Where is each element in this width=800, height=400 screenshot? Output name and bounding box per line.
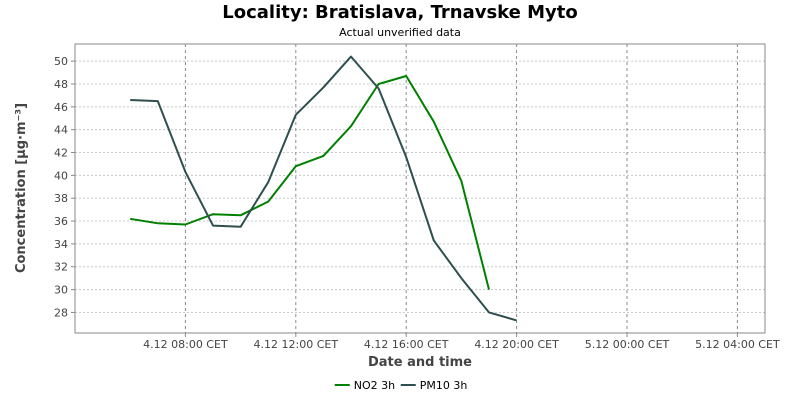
chart-title: Locality: Bratislava, Trnavske Myto [222, 2, 578, 23]
x-tick-label: 4.12 20:00 CET [474, 338, 559, 351]
x-tick-label: 5.12 04:00 CET [695, 338, 780, 351]
legend-label: PM10 3h [420, 379, 468, 392]
y-tick-label: 46 [54, 101, 68, 114]
y-tick-label: 32 [54, 261, 68, 274]
y-tick-label: 34 [54, 238, 68, 251]
series-line-pm10-3h [130, 55, 517, 322]
y-tick-label: 44 [54, 124, 68, 137]
x-tick-label: 4.12 08:00 CET [143, 338, 228, 351]
chart-subtitle: Actual unverified data [339, 26, 461, 39]
legend-label: NO2 3h [354, 379, 395, 392]
series-line-no2-3h [130, 75, 490, 290]
x-tick-label: 5.12 00:00 CET [585, 338, 670, 351]
y-tick-label: 48 [54, 78, 68, 91]
x-tick-label: 4.12 12:00 CET [254, 338, 339, 351]
y-tick-label: 42 [54, 147, 68, 160]
y-tick-label: 38 [54, 192, 68, 205]
y-tick-label: 28 [54, 306, 68, 319]
plot-area [75, 44, 765, 333]
plot-border [74, 43, 766, 334]
y-axis-label: Concentration [µg·m⁻³] [14, 103, 29, 273]
axis-layer: 28 30 32 34 36 38 40 42 44 46 48 50 4.12 08:00 CET 4.… [54, 43, 780, 351]
legend: NO2 3h PM10 3h [334, 379, 468, 392]
series-layer [130, 55, 517, 322]
y-tick-label: 36 [54, 215, 68, 228]
x-tick-label: 4.12 16:00 CET [364, 338, 449, 351]
y-tick-label: 50 [54, 55, 68, 68]
y-tick-label: 30 [54, 284, 68, 297]
grid-layer [75, 44, 765, 333]
x-axis-label: Date and time [368, 355, 472, 370]
y-tick-label: 40 [54, 169, 68, 182]
